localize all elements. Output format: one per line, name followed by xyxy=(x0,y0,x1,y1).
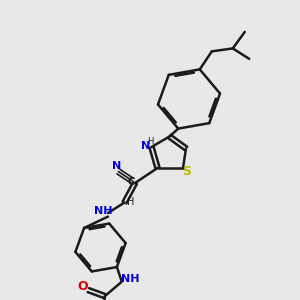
Text: H: H xyxy=(128,197,135,207)
Text: N: N xyxy=(142,140,151,151)
Text: C: C xyxy=(128,176,135,187)
Text: S: S xyxy=(182,165,191,178)
Text: NH: NH xyxy=(121,274,139,284)
Text: N: N xyxy=(112,161,122,171)
Text: O: O xyxy=(77,280,88,293)
Text: H: H xyxy=(147,136,153,146)
Text: NH: NH xyxy=(94,206,113,216)
